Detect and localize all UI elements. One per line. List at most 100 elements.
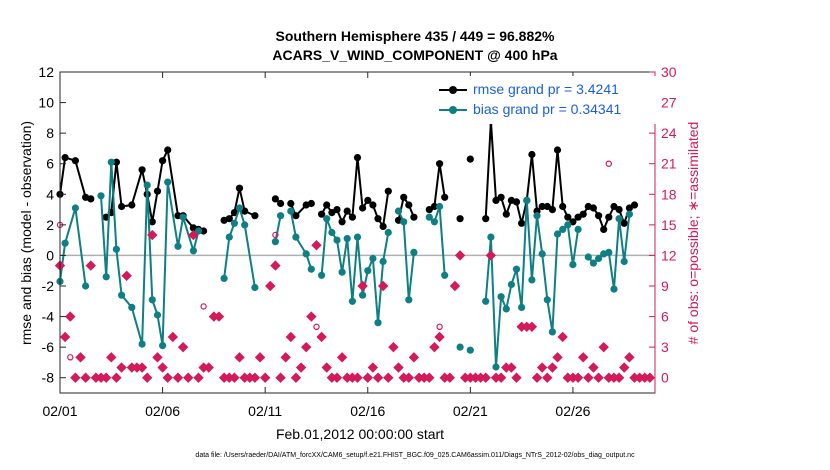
y2-tick-label: 9: [661, 278, 669, 294]
bias-point: [548, 328, 557, 336]
bias-point: [574, 225, 582, 233]
y2-tick-label: 6: [661, 309, 669, 325]
obs-assimilated-marker: [172, 372, 184, 383]
rmse-point: [369, 201, 377, 209]
bias-point: [384, 228, 392, 237]
obs-assimilated-marker: [285, 331, 297, 343]
bias-line: [59, 207, 87, 287]
bias-point: [610, 285, 618, 293]
bias-point: [595, 254, 603, 263]
rmse-point: [595, 212, 603, 220]
obs-assimilated-marker: [449, 280, 461, 292]
bias-point: [307, 265, 315, 273]
rmse-point: [579, 210, 587, 218]
legend-label-rmse: rmse grand pr = 3.4241: [473, 81, 619, 97]
obs-assimilated-marker: [183, 372, 194, 383]
obs-assimilated-marker: [552, 352, 563, 363]
obs-assimilated-marker: [377, 280, 389, 292]
obs-assimilated-marker: [59, 331, 71, 343]
bias-point: [348, 297, 356, 305]
chart-legend: rmse grand pr = 3.4241 bias grand pr = 0…: [432, 76, 656, 124]
obs-assimilated-marker: [85, 260, 96, 271]
rmse-point: [348, 213, 356, 221]
obs-assimilated-marker: [542, 372, 553, 383]
rmse-point: [430, 202, 438, 211]
rmse-point: [374, 215, 382, 223]
rmse-point: [482, 215, 490, 223]
bias-point: [359, 291, 367, 299]
bias-point: [425, 213, 433, 221]
y-tick-label: 6: [46, 156, 54, 172]
rmse-point: [364, 196, 372, 204]
obs-assimilated-marker: [100, 372, 112, 383]
obs-assimilated-marker: [167, 331, 179, 343]
obs-possible-marker: [313, 323, 320, 330]
bias-point: [333, 236, 341, 244]
obs-assimilated-marker: [572, 372, 584, 383]
obs-assimilated-marker: [177, 341, 189, 353]
y2-tick-label: 0: [661, 370, 669, 386]
bias-point: [507, 280, 515, 289]
obs-assimilated-marker: [444, 372, 456, 383]
bias-point: [487, 233, 495, 241]
y-tick-label: 2: [46, 217, 54, 233]
bias-point: [220, 274, 228, 282]
bias-line: [100, 162, 200, 346]
bias-point: [353, 233, 362, 241]
bias-point: [164, 178, 172, 186]
bias-point: [584, 253, 592, 261]
x-tick-label: 02/06: [145, 403, 180, 419]
rmse-point: [384, 187, 392, 195]
bias-point: [174, 242, 182, 250]
obs-assimilated-marker: [213, 311, 225, 322]
obs-assimilated-marker: [454, 250, 466, 261]
bias-point: [523, 196, 531, 204]
bias-point: [564, 221, 572, 229]
bias-series: [56, 158, 634, 371]
rmse-point: [605, 213, 613, 221]
obs-assimilated-marker: [275, 372, 286, 383]
rmse-point: [138, 166, 146, 174]
obs-assimilated-marker: [280, 352, 291, 363]
bias-point: [528, 276, 536, 284]
obs-assimilated-marker: [331, 372, 343, 383]
obs-assimilated-marker: [372, 372, 384, 383]
bias-point: [533, 212, 541, 220]
obs-assimilated-marker: [70, 372, 81, 383]
y2-tick-label: 18: [661, 186, 677, 202]
bias-point: [287, 207, 295, 215]
obs-possible-marker: [67, 354, 74, 361]
obs-assimilated-marker: [588, 362, 599, 373]
rmse-point: [400, 193, 408, 201]
bias-line: [397, 210, 415, 300]
obs-assimilated-marker: [485, 250, 497, 261]
y2-axis-title: # of obs: o=possible; ∗=assimilated: [685, 122, 701, 345]
obs-assimilated-marker: [321, 362, 332, 373]
rmse-point: [292, 212, 300, 220]
rmse-point: [518, 219, 526, 227]
obs-assimilated-marker: [106, 352, 117, 363]
y2-tick-label: 30: [661, 64, 677, 80]
bias-point: [118, 291, 126, 299]
bias-point: [405, 296, 413, 304]
bias-point: [343, 235, 351, 243]
obs-assimilated-marker: [270, 260, 281, 271]
bias-point: [241, 221, 249, 229]
bias-point: [235, 204, 244, 212]
bias-point: [143, 181, 151, 189]
rmse-point: [241, 207, 249, 215]
obs-assimilated-marker: [531, 372, 543, 383]
obs-assimilated-marker: [259, 372, 271, 383]
obs-assimilated-marker: [593, 372, 604, 383]
obs-assimilated-marker: [388, 341, 399, 353]
bias-point: [230, 219, 238, 227]
rmse-point: [118, 202, 126, 211]
obs-assimilated-marker: [424, 372, 435, 383]
bias-point: [538, 250, 546, 258]
obs-assimilated-marker: [619, 362, 630, 373]
rmse-point: [159, 157, 167, 165]
chart-subtitle: ACARS_V_WIND_COMPONENT @ 400 hPa: [272, 47, 558, 63]
rmse-series: [56, 117, 639, 235]
bias-point: [620, 257, 628, 266]
